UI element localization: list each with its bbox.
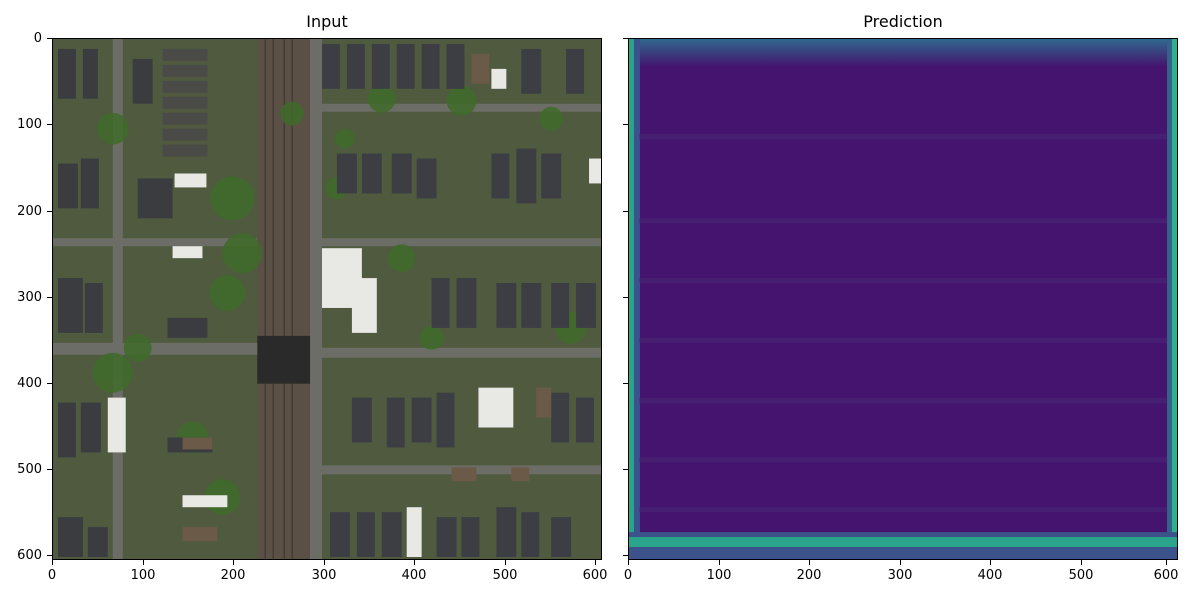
y-tick-mark <box>623 383 628 384</box>
x-tick-mark <box>505 560 506 565</box>
y-tick-label: 500 <box>17 462 42 477</box>
x-tick-mark <box>990 560 991 565</box>
prediction-heatmap <box>629 39 1177 559</box>
x-tick-mark <box>414 560 415 565</box>
x-tick-mark <box>52 560 53 565</box>
y-tick-mark <box>47 211 52 212</box>
x-tick-mark <box>324 560 325 565</box>
x-tick-label: 200 <box>220 568 246 583</box>
y-tick-label: 100 <box>17 117 42 132</box>
x-tick-mark <box>233 560 234 565</box>
x-tick-label: 0 <box>623 568 633 583</box>
y-tick-label: 200 <box>17 204 42 219</box>
x-tick-mark <box>143 560 144 565</box>
x-tick-mark <box>1166 560 1167 565</box>
x-tick-mark <box>1081 560 1082 565</box>
y-tick-label: 600 <box>17 548 42 563</box>
x-tick-label: 300 <box>311 568 337 583</box>
y-tick-label: 400 <box>17 376 42 391</box>
x-tick-label: 300 <box>887 568 913 583</box>
input-axes <box>52 38 602 560</box>
aerial-image <box>53 39 601 559</box>
y-tick-mark <box>47 469 52 470</box>
y-tick-mark <box>623 297 628 298</box>
x-tick-label: 0 <box>47 568 57 583</box>
x-tick-label: 400 <box>977 568 1003 583</box>
x-tick-mark <box>809 560 810 565</box>
x-tick-label: 100 <box>130 568 156 583</box>
x-tick-mark <box>595 560 596 565</box>
x-tick-label: 600 <box>1153 568 1179 583</box>
prediction-axes <box>628 38 1178 560</box>
y-tick-mark <box>47 297 52 298</box>
x-tick-label: 400 <box>401 568 427 583</box>
x-tick-label: 600 <box>582 568 608 583</box>
x-tick-label: 500 <box>1068 568 1094 583</box>
x-tick-mark <box>628 560 629 565</box>
y-tick-mark <box>47 555 52 556</box>
panel-title-input: Input <box>306 12 348 31</box>
y-tick-mark <box>47 38 52 39</box>
x-tick-label: 200 <box>796 568 822 583</box>
y-tick-mark <box>623 211 628 212</box>
y-tick-mark <box>623 555 628 556</box>
x-tick-mark <box>719 560 720 565</box>
y-tick-mark <box>47 383 52 384</box>
panel-title-prediction: Prediction <box>863 12 943 31</box>
y-tick-mark <box>47 124 52 125</box>
x-tick-label: 500 <box>492 568 518 583</box>
y-tick-mark <box>623 124 628 125</box>
y-tick-label: 0 <box>33 31 42 46</box>
y-tick-mark <box>623 469 628 470</box>
y-tick-mark <box>623 38 628 39</box>
x-tick-label: 100 <box>706 568 732 583</box>
y-tick-label: 300 <box>17 290 42 305</box>
x-tick-mark <box>900 560 901 565</box>
